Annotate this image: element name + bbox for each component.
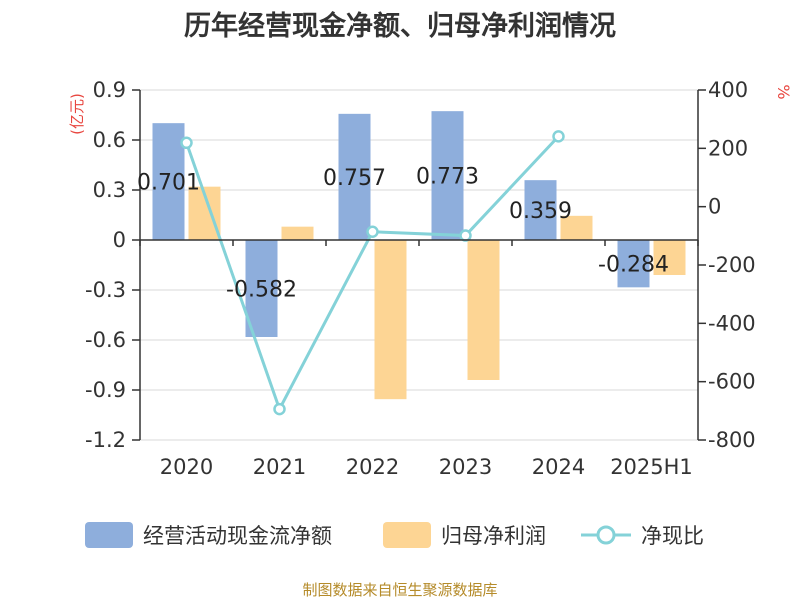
ratio-point (552, 130, 565, 143)
x-tick-label: 2025H1 (610, 455, 693, 479)
x-tick-label: 2024 (532, 455, 585, 479)
x-tick-label: 2020 (160, 455, 213, 479)
axes: 0.9 0.6 0.3 0 -0.3 -0.6 -0.9 -1.2 400 200 0 -200 -40… (85, 78, 756, 479)
legend-marker-ratio (596, 525, 616, 545)
left-tick-label: -1.2 (85, 428, 126, 452)
legend-item-net-profit[interactable]: 归母净利润 (383, 522, 546, 548)
legend-label-cash-flow: 经营活动现金流净额 (143, 524, 332, 548)
bars (152, 111, 686, 400)
legend: 经营活动现金流净额 归母净利润 净现比 (85, 522, 704, 548)
ratio-point (180, 136, 193, 150)
right-tick-label: -200 (708, 253, 756, 277)
left-tick-label: 0.6 (93, 128, 126, 152)
legend-label-ratio: 净现比 (641, 524, 704, 548)
legend-item-cash-flow[interactable]: 经营活动现金流净额 (85, 522, 332, 548)
bar-net-profit (374, 240, 407, 400)
left-tick-label: -0.9 (85, 378, 126, 402)
bar-net-profit (281, 226, 314, 240)
data-label-cash-flow: 0.359 (509, 199, 572, 224)
x-tick-label: 2022 (346, 455, 399, 479)
bar-net-profit (560, 215, 593, 240)
data-labels: 0.701 -0.582 0.757 0.773 0.359 -0.284 (137, 165, 669, 303)
right-axis-unit: % (774, 84, 793, 99)
data-label-cash-flow: 0.701 (137, 171, 200, 196)
bar-cash-flow (431, 111, 464, 241)
bar-cash-flow (524, 180, 557, 240)
legend-swatch-cash-flow (85, 522, 133, 548)
data-label-cash-flow: 0.757 (323, 166, 386, 191)
right-tick-label: 400 (708, 78, 748, 102)
bar-net-profit (653, 240, 686, 275)
bar-cash-flow (245, 240, 278, 337)
left-tick-label: 0.3 (93, 178, 126, 202)
chart-title: 历年经营现金净额、归母净利润情况 (184, 10, 616, 42)
right-tick-label: -800 (708, 428, 756, 452)
bar-net-profit (467, 240, 500, 380)
left-tick-label: -0.3 (85, 278, 126, 302)
ratio-point (273, 402, 286, 416)
ratio-point (459, 229, 472, 242)
data-label-cash-flow: -0.582 (226, 278, 297, 303)
data-label-cash-flow: 0.773 (416, 165, 479, 190)
left-tick-label: 0 (113, 228, 126, 252)
bar-cash-flow (152, 123, 185, 240)
left-axis-unit: (亿元) (68, 93, 86, 135)
ratio-line (180, 130, 565, 416)
left-tick-label: 0.9 (93, 78, 126, 102)
x-tick-label: 2023 (439, 455, 492, 479)
right-tick-label: -400 (708, 311, 756, 335)
right-tick-label: 200 (708, 136, 748, 160)
legend-label-net-profit: 归母净利润 (441, 524, 546, 548)
legend-swatch-net-profit (383, 522, 431, 548)
bar-cash-flow (617, 240, 650, 288)
x-tick-label: 2021 (253, 455, 306, 479)
right-tick-label: 0 (708, 195, 721, 219)
ratio-point (366, 225, 379, 238)
right-tick-label: -600 (708, 370, 756, 394)
data-label-cash-flow: -0.284 (598, 253, 669, 278)
bar-cash-flow (338, 113, 371, 240)
left-tick-label: -0.6 (85, 328, 126, 352)
legend-item-ratio[interactable]: 净现比 (581, 524, 704, 548)
data-source: 制图数据来自恒生聚源数据库 (302, 581, 497, 599)
